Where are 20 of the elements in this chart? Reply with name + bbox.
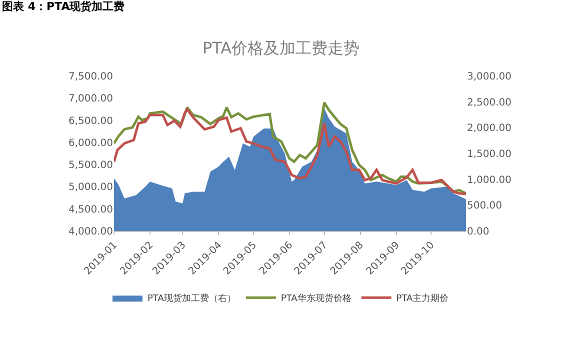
y-tick-label: 6,000.00 [68,138,113,149]
y-tick-label: 7,500.00 [68,72,113,82]
chart-subtitle: 图表 4：PTA现货加工费 [2,0,125,13]
y2-tick-label: 1,500.00 [467,149,512,160]
y-tick-label: 6,500.00 [68,116,113,127]
y-tick-label: 7,000.00 [68,94,113,105]
y2-tick-label: 3,000.00 [467,72,512,82]
chart-title: PTA价格及加工费走势 [202,38,360,58]
y-tick-label: 5,500.00 [68,160,113,172]
y2-tick-label: 2,500.00 [467,97,512,108]
y2-tick-label: 2,000.00 [467,123,512,134]
y-tick-label: 5,000.00 [68,182,113,194]
legend-label: PTA现货加工费（右） [148,293,236,304]
y2-tick-label: 0.00 [467,226,490,238]
y2-tick-label: 1,000.00 [467,174,512,186]
legend-label: PTA主力期价 [396,293,449,304]
y-tick-label: 4,500.00 [68,204,113,216]
legend-label: PTA华东现货价格 [280,293,352,304]
y2-tick-label: 500.00 [467,200,502,212]
y-tick-label: 4,000.00 [68,226,113,238]
